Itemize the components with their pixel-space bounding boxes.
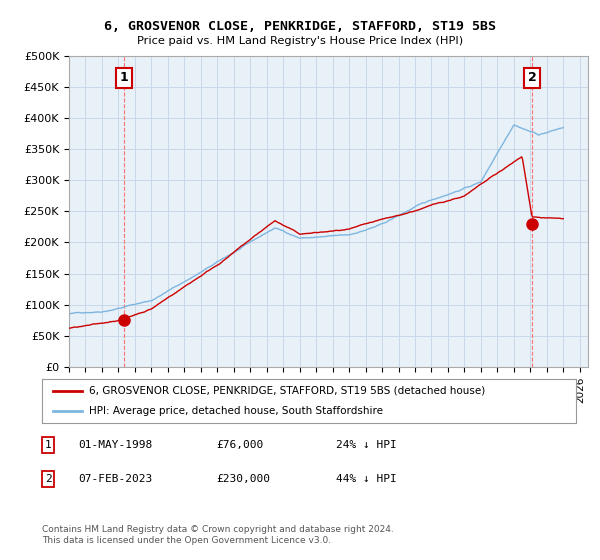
Text: 07-FEB-2023: 07-FEB-2023 — [78, 474, 152, 484]
Text: 6, GROSVENOR CLOSE, PENKRIDGE, STAFFORD, ST19 5BS: 6, GROSVENOR CLOSE, PENKRIDGE, STAFFORD,… — [104, 20, 496, 32]
Text: 24% ↓ HPI: 24% ↓ HPI — [336, 440, 397, 450]
Text: 01-MAY-1998: 01-MAY-1998 — [78, 440, 152, 450]
Text: £230,000: £230,000 — [216, 474, 270, 484]
Text: 6, GROSVENOR CLOSE, PENKRIDGE, STAFFORD, ST19 5BS (detached house): 6, GROSVENOR CLOSE, PENKRIDGE, STAFFORD,… — [89, 386, 485, 396]
Text: 2: 2 — [527, 71, 536, 84]
Text: Contains HM Land Registry data © Crown copyright and database right 2024.
This d: Contains HM Land Registry data © Crown c… — [42, 525, 394, 545]
Text: HPI: Average price, detached house, South Staffordshire: HPI: Average price, detached house, Sout… — [89, 406, 383, 416]
Text: £76,000: £76,000 — [216, 440, 263, 450]
Text: 2: 2 — [44, 474, 52, 484]
Text: 44% ↓ HPI: 44% ↓ HPI — [336, 474, 397, 484]
Text: 1: 1 — [119, 71, 128, 84]
Text: 1: 1 — [44, 440, 52, 450]
Text: Price paid vs. HM Land Registry's House Price Index (HPI): Price paid vs. HM Land Registry's House … — [137, 36, 463, 46]
